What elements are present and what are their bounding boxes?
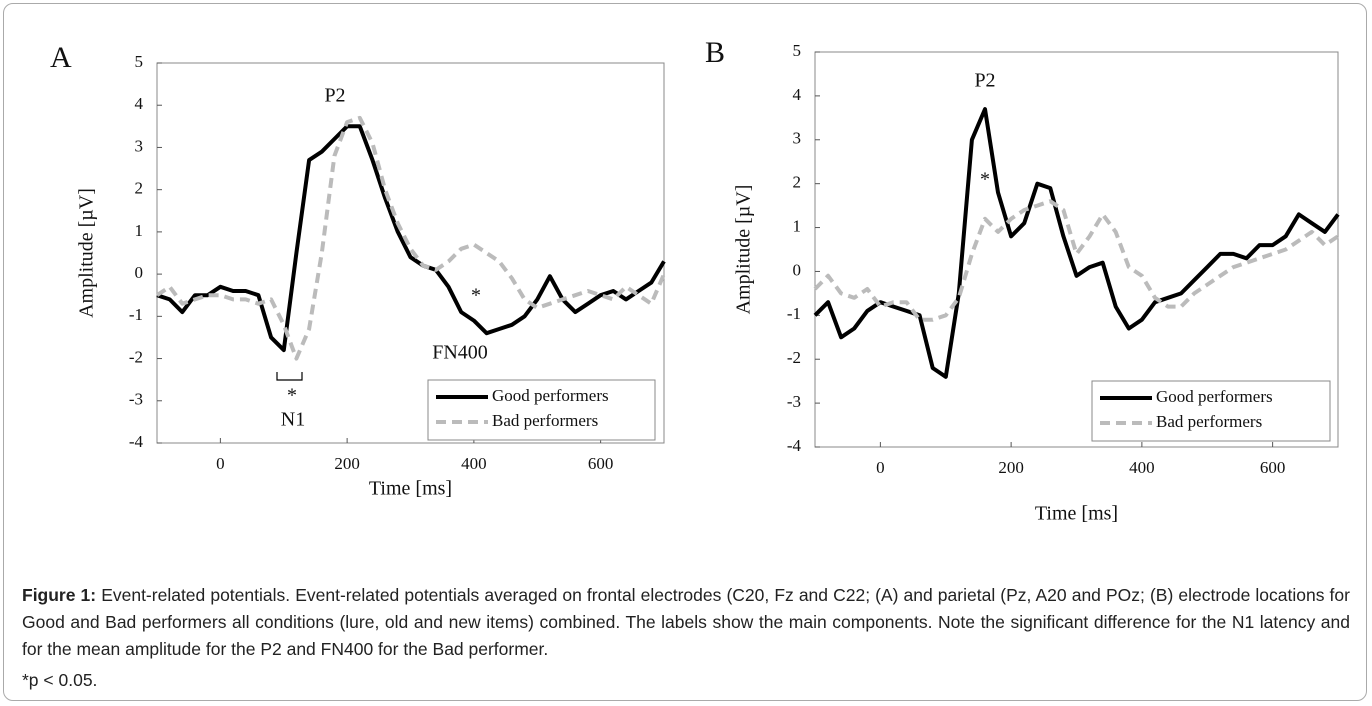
annotation: FN400 (432, 342, 488, 364)
y-tick-label: -1 (787, 304, 801, 323)
plot-frame (814, 51, 1339, 448)
legend-box (427, 379, 656, 441)
y-tick-label: 4 (793, 85, 802, 104)
y-tick-label: -3 (787, 392, 801, 411)
line-series (813, 107, 1340, 379)
line-series (156, 124, 666, 353)
x-tick-label: 400 (1129, 458, 1155, 477)
y-tick-label: -2 (787, 348, 801, 367)
y-tick-label: 0 (793, 260, 802, 279)
y-tick-label: -4 (787, 436, 802, 455)
y-axis-title: Amplitude [µV] (76, 188, 98, 318)
y-tick-label: 5 (135, 52, 144, 71)
y-tick-label: -3 (129, 390, 143, 409)
legend-label: Bad performers (492, 411, 598, 430)
y-tick-label: 2 (135, 179, 144, 198)
caption-paragraph: Figure 1: Event-related potentials. Even… (22, 582, 1350, 663)
y-tick-label: -2 (129, 347, 143, 366)
line-series (813, 199, 1340, 322)
x-tick-label: 0 (876, 458, 885, 477)
n1-bracket (276, 372, 303, 381)
legend-label: Good performers (1156, 387, 1273, 406)
line-series (155, 115, 666, 361)
y-axis-title: Amplitude [µV] (733, 185, 755, 315)
plot-frame (156, 62, 665, 444)
legend-label: Good performers (492, 386, 609, 405)
figure-frame (3, 3, 1367, 701)
annotation: * (287, 385, 297, 407)
y-tick-label: 4 (135, 94, 144, 113)
y-tick-label: 1 (135, 221, 144, 240)
annotation: * (471, 285, 481, 307)
caption-text: Event-related potentials. Event-related … (22, 585, 1350, 659)
y-tick-label: 3 (793, 129, 802, 148)
x-axis-title: Time [ms] (369, 478, 452, 500)
y-tick-label: -4 (129, 432, 144, 451)
annotation: * (980, 169, 990, 191)
annotation: P2 (324, 85, 345, 107)
caption-note: *p < 0.05. (22, 670, 98, 690)
annotation: N1 (281, 409, 305, 431)
x-axis-title: Time [ms] (1035, 503, 1118, 525)
x-tick-label: 0 (216, 454, 225, 473)
legend-box (1091, 380, 1331, 442)
y-tick-label: 3 (135, 136, 144, 155)
x-tick-label: 600 (588, 454, 614, 473)
x-tick-label: 600 (1260, 458, 1286, 477)
y-tick-label: 1 (793, 216, 802, 235)
y-tick-label: 0 (135, 263, 144, 282)
y-tick-label: 2 (793, 173, 802, 192)
panel-label: B (705, 36, 725, 69)
y-tick-label: 5 (793, 41, 802, 60)
caption: Figure 1: Event-related potentials. Even… (22, 582, 1350, 694)
y-tick-label: -1 (129, 305, 143, 324)
x-tick-label: 200 (998, 458, 1024, 477)
annotation: P2 (974, 70, 995, 92)
x-tick-label: 400 (461, 454, 487, 473)
x-tick-label: 200 (334, 454, 360, 473)
panel-label: A (50, 41, 72, 74)
legend-label: Bad performers (1156, 412, 1262, 431)
caption-label: Figure 1: (22, 585, 97, 605)
